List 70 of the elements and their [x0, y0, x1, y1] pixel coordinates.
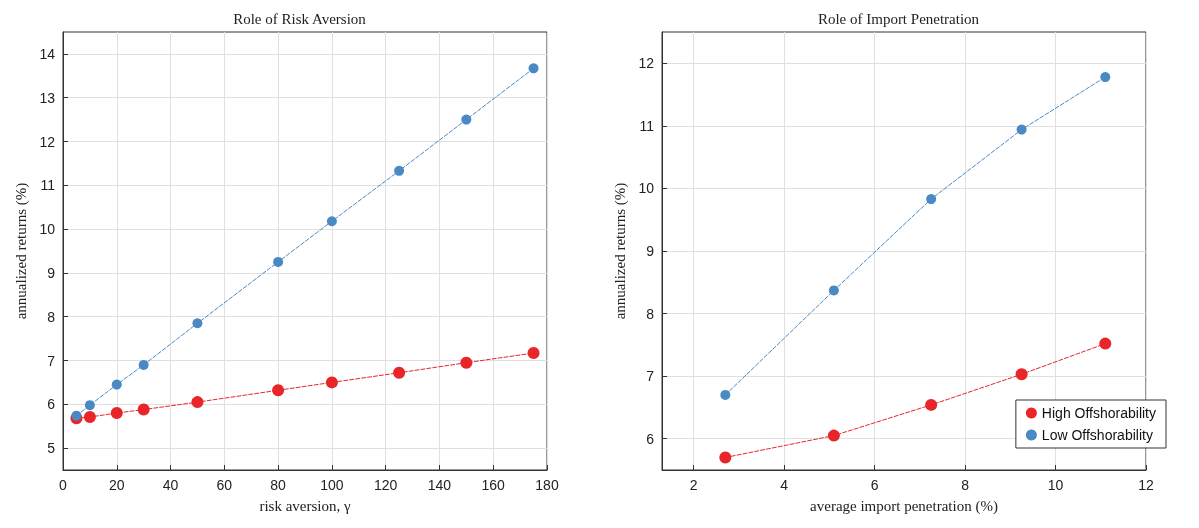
legend-label: Low Offshorability: [1041, 427, 1153, 443]
x-axis-title: risk aversion, γ: [259, 497, 351, 514]
x-tick-label: 6: [870, 477, 879, 493]
x-tick-label: 100: [320, 477, 344, 493]
x-tick-label: 60: [216, 477, 233, 493]
chart-title: Role of Import Penetration: [817, 10, 980, 27]
y-tick-label: 8: [47, 308, 56, 325]
point: [84, 400, 95, 411]
point: [110, 407, 123, 420]
x-tick-label: 2: [689, 477, 698, 493]
point: [393, 366, 406, 379]
y-tick-label: 5: [47, 440, 56, 457]
y-tick-label: 14: [39, 45, 56, 62]
point: [111, 379, 122, 390]
point: [461, 114, 472, 125]
x-tick-label: 40: [162, 477, 179, 493]
x-tick-label: 12: [1138, 477, 1154, 493]
point: [273, 256, 284, 267]
y-tick-label: 10: [638, 180, 655, 197]
x-tick-label: 80: [270, 477, 287, 493]
point: [1100, 72, 1111, 83]
y-tick-label: 10: [39, 221, 56, 238]
point: [191, 396, 204, 409]
x-axis-title: average import penetration (%): [810, 497, 998, 515]
y-tick-label: 9: [646, 243, 655, 259]
y-tick-label: 8: [646, 305, 655, 322]
y-tick-label: 13: [39, 89, 56, 106]
y-tick-label: 11: [639, 117, 655, 134]
y-tick-label: 7: [47, 352, 56, 369]
point: [192, 318, 203, 329]
y-tick-label: 12: [638, 55, 655, 72]
y-tick-label: 12: [39, 133, 56, 150]
point: [1016, 124, 1027, 135]
point: [719, 451, 732, 464]
x-tick-label: 120: [373, 477, 398, 493]
x-tick-label: 180: [535, 477, 559, 493]
y-tick-label: 6: [47, 396, 56, 413]
x-tick-label: 140: [427, 477, 452, 493]
point: [325, 376, 338, 389]
x-tick-label: 10: [1047, 477, 1064, 493]
chart-title: Role of Risk Aversion: [233, 10, 367, 27]
y-axis-title: annualized returns (%): [13, 182, 31, 320]
x-tick-label: 8: [961, 477, 970, 493]
x-tick-label: 4: [780, 477, 789, 493]
point: [827, 429, 840, 442]
y-tick-label: 11: [40, 177, 56, 194]
point: [720, 389, 731, 400]
point: [71, 410, 82, 421]
point: [394, 165, 405, 176]
point: [138, 359, 149, 370]
point: [1099, 337, 1112, 350]
point: [528, 63, 539, 74]
point: [527, 347, 540, 360]
point: [460, 356, 473, 369]
point: [137, 403, 150, 416]
y-tick-label: 9: [47, 264, 56, 281]
x-tick-label: 20: [108, 477, 125, 493]
point: [326, 216, 337, 227]
y-tick-label: 7: [646, 368, 655, 385]
legend-label: High Offshorability: [1041, 405, 1157, 421]
x-tick-label: 160: [481, 477, 506, 493]
point: [1015, 368, 1028, 381]
point: [272, 384, 285, 397]
point: [926, 194, 937, 205]
point: [925, 398, 938, 411]
point: [83, 411, 96, 423]
x-tick-label: 0: [59, 477, 68, 493]
y-axis-title: annualized returns (%): [612, 182, 630, 320]
y-tick-label: 6: [646, 430, 655, 447]
point: [828, 285, 839, 296]
